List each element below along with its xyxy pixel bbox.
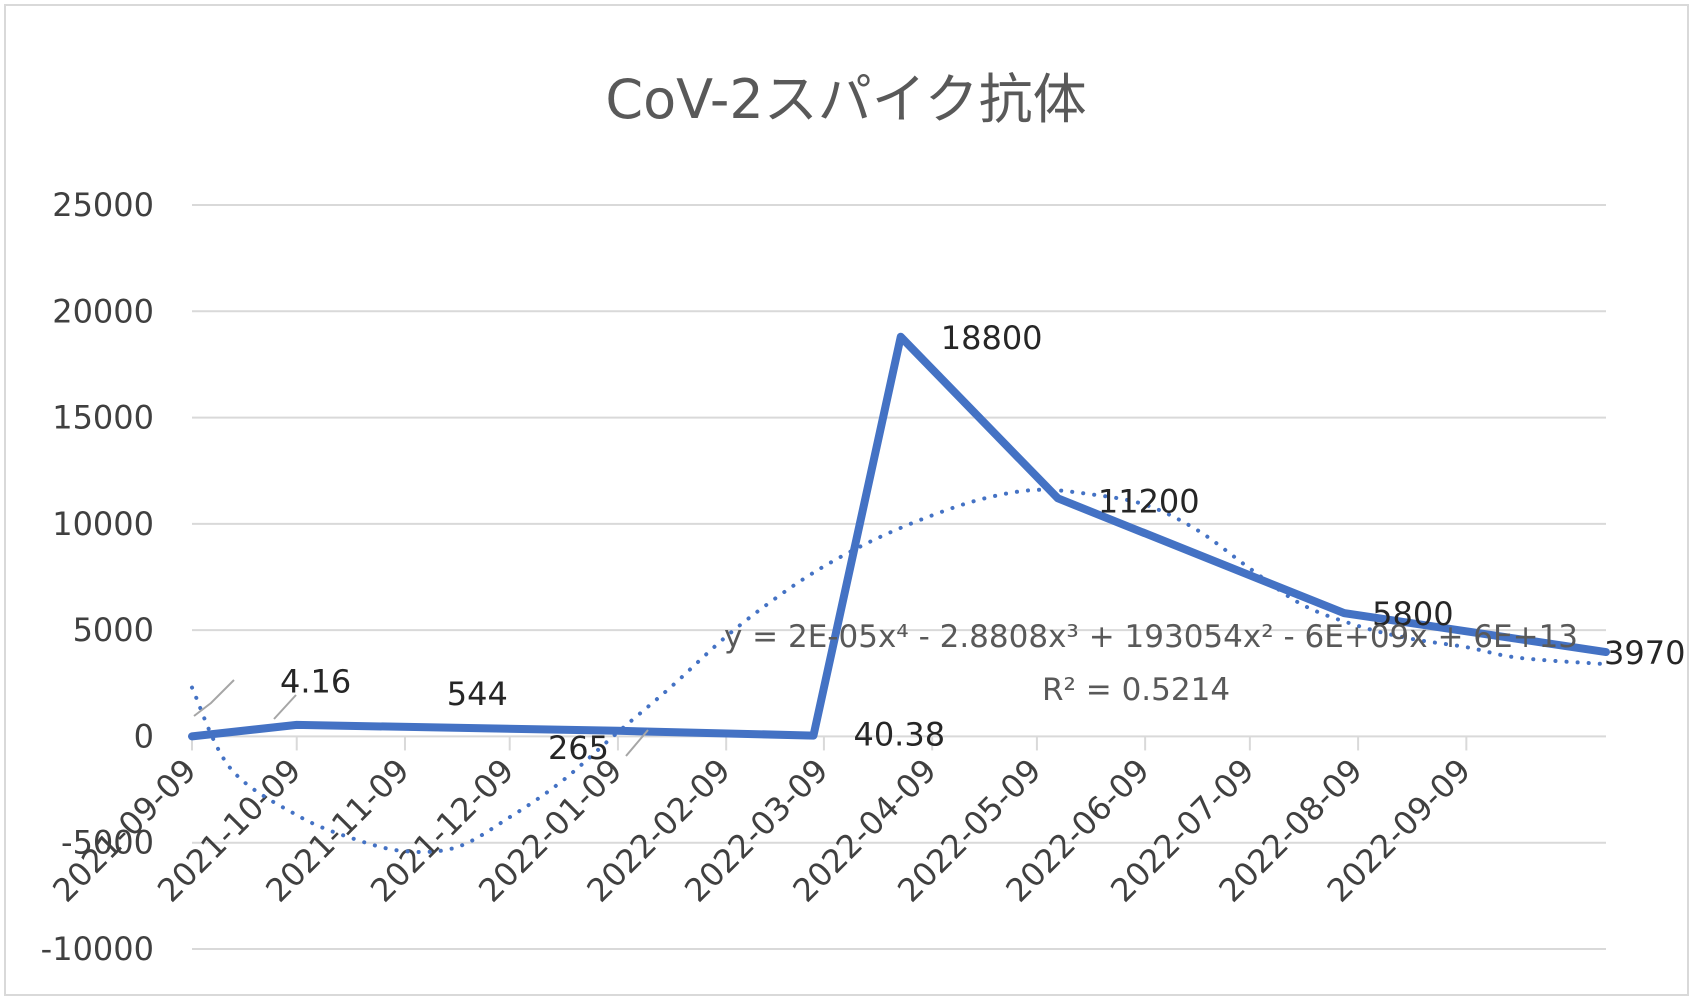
data-label: 40.38: [853, 716, 945, 754]
y-tick-label: 25000: [52, 186, 154, 224]
gridlines: [192, 204, 1606, 950]
y-tick-label: 15000: [52, 399, 154, 437]
y-tick-label: 20000: [52, 292, 154, 330]
data-label: 11200: [1098, 482, 1200, 520]
data-label: 544: [447, 675, 508, 713]
y-tick-label: 5000: [73, 611, 154, 649]
polynomial-trendline: [190, 487, 1608, 854]
trendline-equation: y = 2E-05x⁴ - 2.8808x³ + 193054x² - 6E+0…: [724, 619, 1578, 655]
data-label: 18800: [941, 319, 1043, 357]
y-axis-ticks: 25000 20000 15000 10000 5000 0 -5000 -10000: [41, 186, 154, 968]
data-label: 265: [548, 729, 609, 767]
chart-container: CoV-2スパイク抗体 25000 20000 15000 10000 5000 0 -50…: [4, 4, 1689, 996]
trendline-r-squared: R² = 0.5214: [1042, 672, 1230, 708]
y-tick-label: 10000: [52, 505, 154, 543]
y-tick-label: 0: [134, 717, 154, 755]
chart-title: CoV-2スパイク抗体: [605, 68, 1086, 131]
line-chart: CoV-2スパイク抗体 25000 20000 15000 10000 5000 0 -50…: [41, 68, 1686, 968]
y-tick-label: -5000: [61, 824, 154, 862]
label-leader-line: [625, 729, 649, 757]
label-leader-line: [193, 679, 235, 717]
label-leaders: [193, 679, 649, 757]
trendline-group: [190, 487, 1608, 854]
y-tick-label: -10000: [41, 930, 154, 968]
series-line: [188, 332, 1610, 741]
data-label: 5800: [1372, 595, 1453, 633]
data-label: 3970: [1604, 634, 1685, 672]
data-label: 4.16: [280, 662, 351, 700]
label-leader-line: [273, 694, 297, 720]
data-labels: 4.16 544 265 40.38 18800 11200 5800 3970: [280, 319, 1685, 767]
x-axis-ticks: 2021-09-092021-10-092021-11-092021-12-09…: [45, 736, 1478, 910]
series-group: [188, 332, 1610, 741]
